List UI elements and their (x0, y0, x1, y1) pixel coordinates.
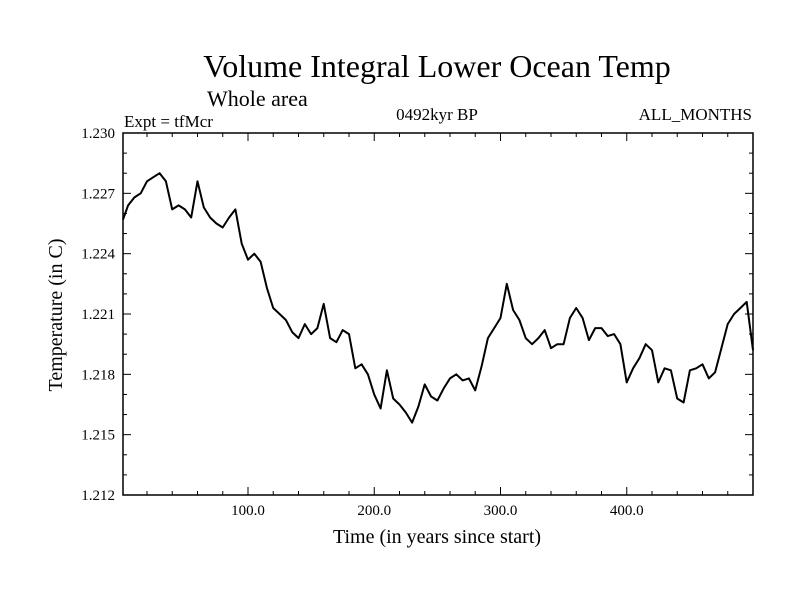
period-label: 0492kyr BP (396, 105, 478, 124)
series-line (122, 172, 754, 424)
y-tick-label: 1.221 (81, 307, 115, 323)
y-tick-label: 1.224 (81, 247, 115, 263)
x-tick-label: 300.0 (484, 503, 518, 519)
y-tick-label: 1.212 (81, 488, 115, 504)
chart-title: Volume Integral Lower Ocean Temp (203, 48, 671, 84)
chart-subtitle: Whole area (207, 86, 308, 111)
y-tick-label: 1.215 (81, 428, 115, 444)
y-tick-label: 1.230 (81, 126, 115, 142)
y-tick-label: 1.227 (81, 186, 115, 202)
expt-label: Expt = tfMcr (124, 112, 213, 131)
y-axis-label: Temperature (in C) (45, 239, 67, 392)
y-tick-label: 1.218 (81, 367, 115, 383)
x-axis-label: Time (in years since start) (333, 526, 541, 548)
x-tick-label: 100.0 (231, 503, 265, 519)
plot-area: 100.0 200.0 300.0 400.0 1.212 1.215 1.218 1.221… (81, 126, 754, 519)
x-tick-label: 200.0 (357, 503, 391, 519)
x-tick-label: 400.0 (610, 503, 644, 519)
months-label: ALL_MONTHS (639, 105, 752, 124)
plot-frame (122, 132, 754, 496)
